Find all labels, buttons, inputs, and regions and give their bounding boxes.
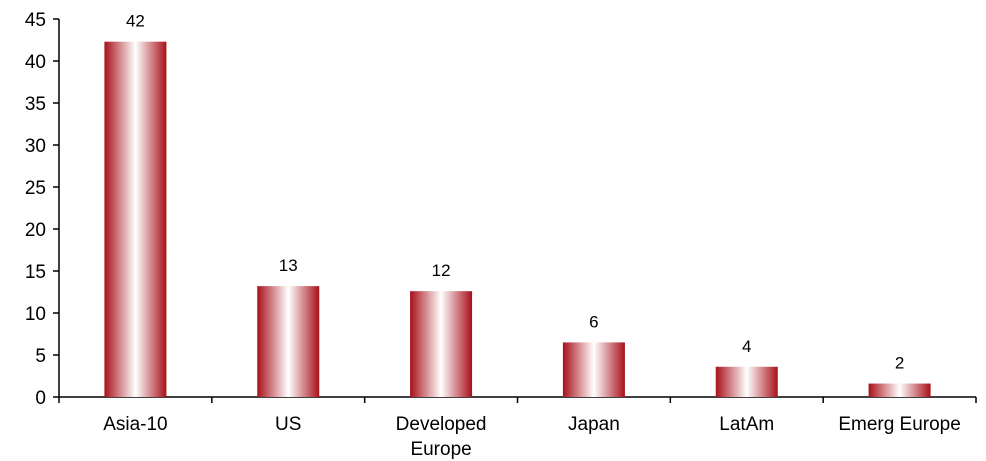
x-category-label: Developed bbox=[396, 414, 487, 435]
data-label: 6 bbox=[589, 312, 598, 331]
bar bbox=[868, 383, 931, 397]
y-tick-label: 45 bbox=[25, 10, 46, 31]
x-category-label: Asia-10 bbox=[103, 414, 167, 435]
data-label: 4 bbox=[742, 337, 751, 356]
bar bbox=[410, 291, 473, 397]
y-tick-label: 35 bbox=[25, 94, 46, 115]
x-category-label: LatAm bbox=[719, 414, 774, 435]
y-tick-label: 40 bbox=[25, 52, 46, 73]
y-tick-label: 25 bbox=[25, 178, 46, 199]
category-labels: Asia-10 US Developed Europe Japan LatAm Emerg … bbox=[103, 414, 961, 460]
y-tick-label: 15 bbox=[25, 262, 46, 283]
x-category-label: Japan bbox=[568, 414, 620, 435]
x-category-label: Emerg Europe bbox=[838, 414, 961, 435]
x-category-label: US bbox=[275, 414, 301, 435]
y-tick-label: 0 bbox=[35, 388, 46, 409]
x-category-label: Europe bbox=[410, 439, 471, 460]
y-tick-label: 10 bbox=[25, 304, 46, 325]
data-label: 12 bbox=[432, 261, 451, 280]
x-axis bbox=[58, 396, 977, 403]
y-tick-label: 5 bbox=[35, 346, 46, 367]
y-axis: 0 5 10 15 20 25 30 35 40 45 bbox=[25, 10, 60, 409]
y-tick-label: 20 bbox=[25, 220, 46, 241]
data-label: 42 bbox=[126, 12, 145, 31]
bar bbox=[715, 366, 778, 397]
data-label: 13 bbox=[279, 256, 298, 275]
y-tick-label: 30 bbox=[25, 136, 46, 157]
bar bbox=[104, 41, 167, 398]
bars bbox=[104, 41, 931, 398]
data-label: 2 bbox=[895, 354, 904, 373]
bar bbox=[562, 342, 625, 397]
bar bbox=[257, 286, 320, 397]
